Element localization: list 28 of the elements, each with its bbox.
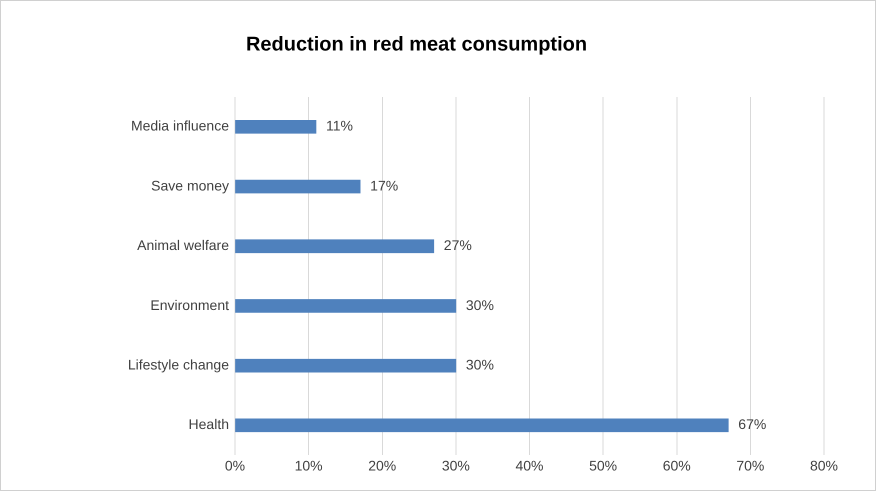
- x-tick-label: 40%: [515, 457, 544, 474]
- bar: [235, 239, 434, 254]
- y-tick-label: Save money: [151, 177, 229, 194]
- data-label: 30%: [466, 296, 494, 313]
- data-label: 17%: [370, 177, 398, 194]
- bar: [235, 418, 729, 432]
- data-label: 27%: [444, 237, 472, 254]
- y-tick-label: Health: [188, 416, 229, 432]
- y-tick-label: Media influence: [130, 118, 230, 134]
- data-label: 67%: [738, 416, 766, 432]
- data-label: 30%: [466, 356, 494, 373]
- x-tick-label: 20%: [368, 457, 396, 474]
- y-tick-label: Lifestyle change: [128, 356, 230, 373]
- bar: [235, 120, 316, 134]
- x-tick-label: 0%: [224, 457, 246, 474]
- y-tick-label: Animal welfare: [137, 237, 230, 254]
- x-tick-label: 60%: [662, 457, 691, 474]
- x-tick-label: 30%: [442, 457, 470, 474]
- bar: [235, 299, 456, 313]
- x-tick-label: 80%: [810, 457, 838, 474]
- x-tick-label: 50%: [589, 457, 618, 474]
- y-tick-label: Environment: [150, 296, 230, 313]
- bar: [235, 180, 360, 194]
- x-tick-label: 10%: [294, 457, 323, 474]
- x-tick-label: 70%: [736, 457, 764, 474]
- data-label: 11%: [326, 118, 353, 134]
- bar: [235, 358, 456, 372]
- chart-title: Reduction in red meat consumption: [246, 34, 588, 56]
